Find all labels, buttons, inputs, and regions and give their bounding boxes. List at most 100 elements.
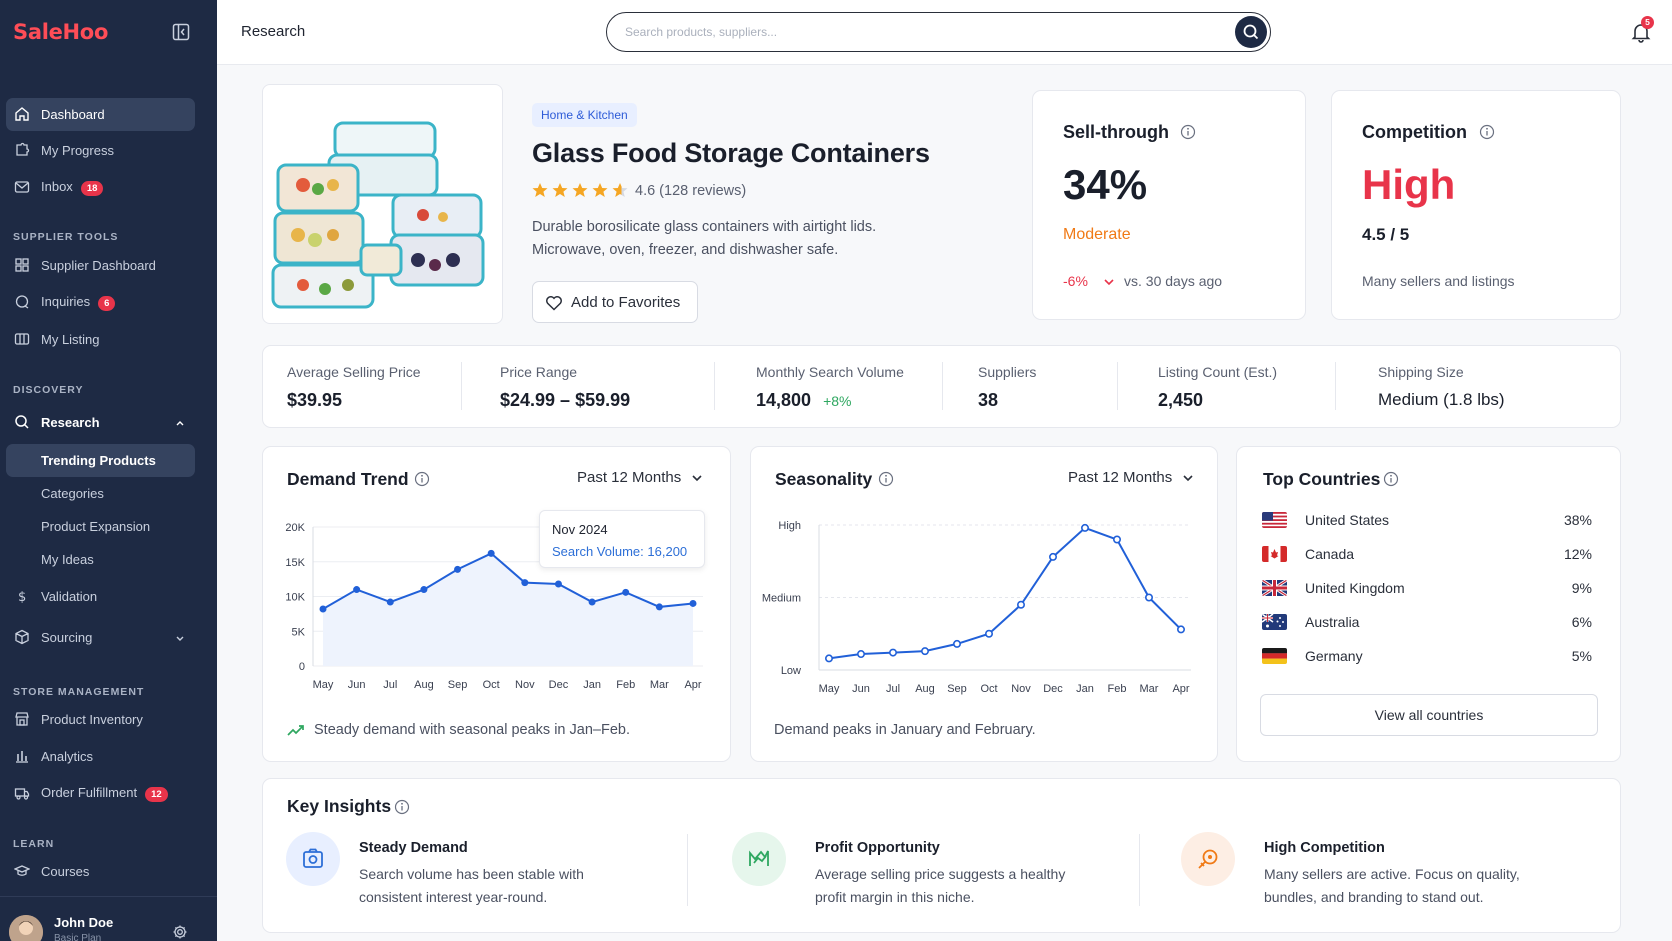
divider <box>1335 362 1336 410</box>
data-point <box>1144 593 1153 602</box>
info-icon[interactable] <box>1479 124 1495 140</box>
sidebar-item-analytics[interactable]: Analytics <box>6 740 195 773</box>
data-point <box>420 586 428 594</box>
data-point <box>588 598 596 606</box>
competition-card: Competition High 4.5 / 5 Many sellers an… <box>1331 90 1621 320</box>
search-icon <box>1243 24 1259 40</box>
sidebar-item-courses[interactable]: Courses <box>6 855 195 888</box>
x-tick-label: Mar <box>1140 683 1159 695</box>
data-point <box>889 648 898 657</box>
sidebar-subitem-my-ideas[interactable]: My Ideas <box>6 543 195 576</box>
metric-avg-price: Average Selling Price $39.95 <box>287 364 421 410</box>
camera-icon <box>303 848 323 868</box>
add-to-favorites-button[interactable]: Add to Favorites <box>532 281 698 323</box>
sidebar-subitem-product-expansion[interactable]: Product Expansion <box>6 510 195 543</box>
insight-title: Profit Opportunity <box>815 840 940 856</box>
breadcrumb[interactable]: Research <box>241 23 306 40</box>
demand-trend-chart: 0 5K 10K 15K 20K May Jun Jul Aug Sep Oct Nov Dec Jan F… <box>285 522 703 691</box>
us-flag-icon <box>1262 512 1287 528</box>
product-description: Durable borosilicate glass containers wi… <box>532 219 877 258</box>
info-icon[interactable] <box>414 471 430 487</box>
sidebar-item-research[interactable]: Research <box>6 406 195 439</box>
x-tick-label: Oct <box>980 683 997 695</box>
key-insights-title: Key Insights <box>287 796 392 816</box>
x-tick-label: Jul <box>383 679 397 691</box>
sidebar-item-product-inventory[interactable]: Product Inventory <box>6 703 195 736</box>
sell-through-title: Sell-through <box>1063 122 1169 142</box>
chat-icon <box>15 295 29 309</box>
product-image <box>262 84 503 324</box>
category-tag[interactable]: Home & Kitchen <box>532 103 637 127</box>
sidebar-item-label: Supplier Dashboard <box>41 258 156 273</box>
brand-logo[interactable]: SaleHoo <box>13 20 109 44</box>
seasonality-footnote: Demand peaks in January and February. <box>774 722 1036 738</box>
metrics-strip <box>262 345 1621 428</box>
sidebar-item-my-listing[interactable]: My Listing <box>6 323 195 356</box>
demand-period-dropdown[interactable]: Past 12 Months <box>577 469 703 486</box>
data-point <box>953 639 962 648</box>
collapse-sidebar-icon[interactable] <box>172 23 190 41</box>
product-title: Glass Food Storage Containers <box>532 138 930 168</box>
sidebar-item-my-progress[interactable]: My Progress <box>6 134 195 167</box>
sidebar-item-sourcing[interactable]: Sourcing <box>6 621 195 654</box>
data-point <box>655 603 663 611</box>
chevron-up-icon <box>176 421 184 426</box>
user-profile[interactable]: John Doe Basic Plan <box>0 896 217 941</box>
au-flag-icon <box>1262 614 1287 630</box>
seasonality-period-dropdown[interactable]: Past 12 Months <box>1068 469 1194 486</box>
y-tick-label: 0 <box>299 661 305 673</box>
orders-count-badge: 12 <box>145 787 168 802</box>
data-point <box>1176 625 1185 634</box>
sidebar-item-label: Trending Products <box>41 453 156 468</box>
insight-description: Many sellers are active. Focus on qualit… <box>1264 866 1520 905</box>
x-tick-label: Aug <box>915 683 935 695</box>
info-icon[interactable] <box>1383 471 1399 487</box>
dollar-icon: $ <box>18 590 26 604</box>
series-area <box>323 553 693 666</box>
grid-icon <box>15 258 29 272</box>
competition-note: Many sellers and listings <box>1362 273 1515 289</box>
bar-chart-icon <box>16 751 28 763</box>
sidebar-item-inbox[interactable]: Inbox 18 <box>6 171 195 204</box>
search-input[interactable] <box>625 22 1185 42</box>
divider <box>687 834 688 906</box>
info-icon[interactable] <box>394 799 410 815</box>
sidebar-item-supplier-dashboard[interactable]: Supplier Dashboard <box>6 249 195 282</box>
search-volume-change: +8% <box>823 393 852 409</box>
divider <box>461 362 462 410</box>
country-row: Germany 5% <box>1262 645 1592 667</box>
data-point <box>689 599 697 607</box>
sidebar-item-label: Courses <box>41 864 90 879</box>
seasonality-chart: Low Medium High May Jun Jul Aug Sep Oct Nov Dec Jan… <box>762 520 1191 695</box>
section-heading-store-management: STORE MANAGEMENT <box>13 686 145 698</box>
x-tick-label: Sep <box>947 683 967 695</box>
sidebar-subitem-trending-products[interactable]: Trending Products <box>6 444 195 477</box>
sidebar-item-label: Inbox 18 <box>41 179 104 196</box>
search-button[interactable] <box>1235 16 1267 48</box>
profit-icon <box>749 850 769 866</box>
insight-icon-steady-demand <box>286 832 340 886</box>
x-tick-label: Nov <box>1011 683 1031 695</box>
trend-up-icon <box>287 725 304 736</box>
sidebar-item-inquiries[interactable]: Inquiries 6 <box>6 286 195 319</box>
sidebar-item-label: Dashboard <box>41 107 105 122</box>
sidebar-item-label: Product Expansion <box>41 519 151 534</box>
competition-title: Competition <box>1362 122 1467 142</box>
info-icon[interactable] <box>878 471 894 487</box>
gear-icon[interactable] <box>172 924 188 940</box>
sell-through-level: Moderate <box>1063 226 1131 243</box>
sidebar-item-validation[interactable]: $ Validation <box>6 580 195 613</box>
data-point <box>1016 600 1025 609</box>
key-insights-card: Key Insights <box>262 778 1621 933</box>
sidebar-item-order-fulfillment[interactable]: Order Fulfillment 12 <box>6 777 195 810</box>
info-icon[interactable] <box>1180 124 1196 140</box>
data-point <box>353 586 361 594</box>
sidebar-subitem-categories[interactable]: Categories <box>6 477 195 510</box>
demand-trend-title: Demand Trend <box>287 469 409 489</box>
search-bar[interactable] <box>606 12 1271 52</box>
ca-flag-icon <box>1262 546 1287 562</box>
sidebar-item-dashboard[interactable]: Dashboard <box>6 98 195 131</box>
view-all-countries-button[interactable]: View all countries <box>1260 694 1598 736</box>
sell-through-card: Sell-through 34% Moderate -6% vs. 30 day… <box>1032 90 1306 320</box>
rating-text[interactable]: 4.6 (128 reviews) <box>635 183 747 199</box>
